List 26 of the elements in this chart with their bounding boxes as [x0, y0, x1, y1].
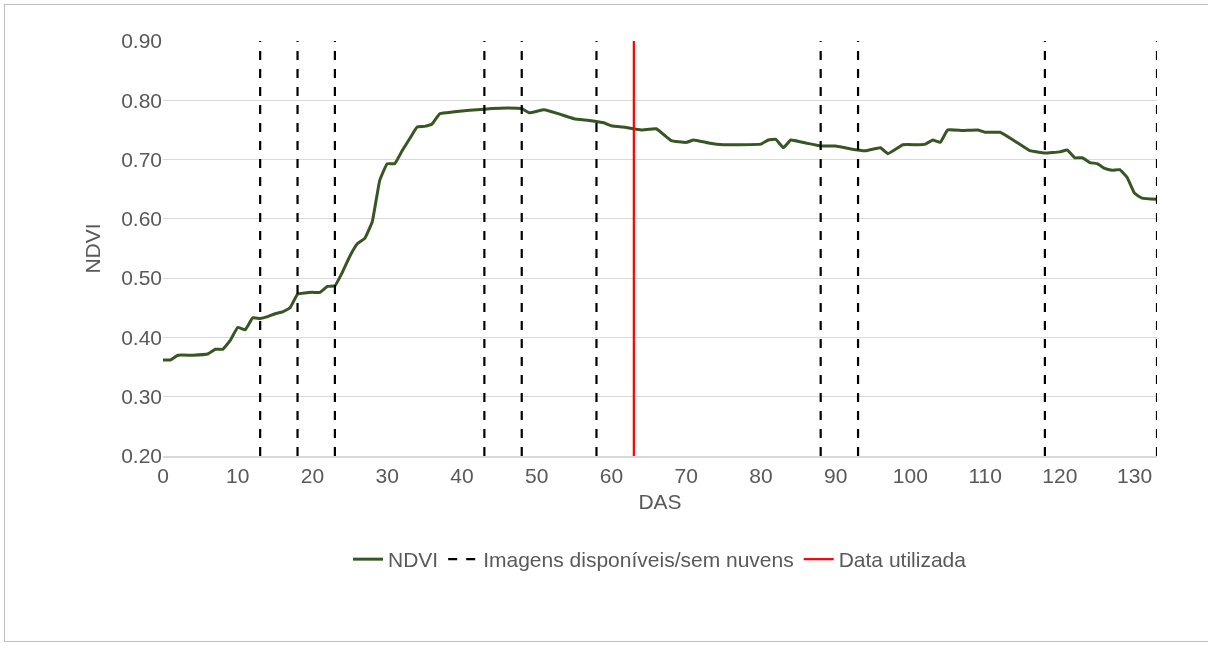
legend-label: NDVI [388, 548, 439, 572]
y-tick-label: 0.50 [121, 266, 162, 290]
line-series [163, 106, 1157, 362]
x-tick-label: 80 [749, 463, 773, 487]
y-tick-label: 0.40 [121, 325, 162, 349]
x-tick-label: 70 [674, 463, 698, 487]
x-tick-label: 120 [1042, 463, 1078, 487]
legend-label: Data utilizada [838, 548, 967, 572]
legend-label: Imagens disponíveis/sem nuvens [483, 548, 794, 572]
x-tick-label: 10 [226, 463, 250, 487]
x-tick-label: 40 [450, 463, 474, 487]
x-axis-title: DAS [638, 489, 682, 513]
x-tick-label: 30 [375, 463, 399, 487]
y-tick-label: 0.90 [121, 29, 162, 53]
x-tick-label: 130 [1117, 463, 1153, 487]
x-tick-label: 90 [823, 463, 848, 487]
x-tick-label: 100 [892, 463, 928, 487]
y-axis-title: NDVI [81, 223, 105, 274]
y-tick-label: 0.60 [121, 207, 162, 231]
y-tick-label: 0.30 [121, 385, 162, 409]
x-tick-label: 60 [599, 463, 624, 487]
y-tick-label: 0.70 [121, 147, 162, 171]
x-tick-label: 20 [300, 463, 325, 487]
x-tick-label: 50 [525, 463, 549, 487]
y-tick-label: 0.80 [121, 88, 162, 112]
x-tick-label: 110 [968, 463, 1002, 487]
